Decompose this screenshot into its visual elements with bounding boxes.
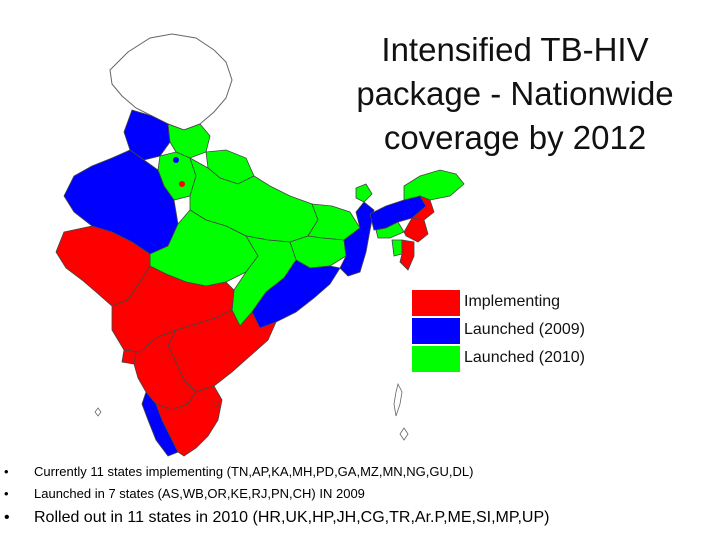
bullet-marker: •: [4, 464, 9, 479]
region-tripura: [391, 239, 403, 257]
bullet-item: • Currently 11 states implementing (TN,A…: [0, 462, 720, 484]
legend-swatch-green: [412, 346, 460, 372]
region-puducherry: [213, 401, 219, 407]
region-delhi: [179, 181, 185, 187]
legend-label: Implementing: [464, 293, 561, 310]
legend-swatch-red: [412, 290, 460, 316]
legend-item-launched-2009: Launched (2009): [412, 318, 662, 346]
region-chandigarh: [173, 157, 179, 163]
region-jammu-kashmir: [109, 33, 233, 131]
region-tamil-nadu: [155, 385, 223, 457]
bullet-text: Launched in 7 states (AS,WB,OR,KE,RJ,PN,…: [34, 486, 365, 501]
region-arunachal: [403, 169, 465, 201]
bullet-text: Rolled out in 11 states in 2010 (HR,UK,H…: [34, 509, 550, 526]
region-goa: [121, 349, 137, 365]
bullet-list: • Currently 11 states implementing (TN,A…: [0, 462, 720, 532]
region-andaman-islands: [393, 382, 403, 417]
legend-label: Launched (2010): [464, 349, 585, 366]
region-sikkim: [355, 183, 373, 203]
legend-label: Launched (2009): [464, 321, 585, 338]
bullet-item: • Launched in 7 states (AS,WB,OR,KE,RJ,P…: [0, 484, 720, 506]
region-lakshadweep: [94, 407, 102, 417]
region-odisha: [251, 259, 341, 329]
legend-item-launched-2010: Launched (2010): [412, 346, 662, 374]
region-mizoram: [399, 239, 415, 271]
bullet-text: Currently 11 states implementing (TN,AP,…: [34, 464, 474, 479]
bullet-item: • Rolled out in 11 states in 2010 (HR,UK…: [0, 506, 720, 532]
region-manipur: [403, 217, 429, 243]
map-legend: Implementing Launched (2009) Launched (2…: [412, 290, 662, 374]
region-west-bengal: [339, 201, 375, 277]
region-nicobar-islands: [399, 427, 409, 441]
legend-swatch-blue: [412, 318, 460, 344]
legend-item-implementing: Implementing: [412, 290, 662, 318]
bullet-marker: •: [4, 486, 9, 501]
slide-title: Intensified TB-HIV package - Nationwide …: [356, 31, 674, 156]
bullet-marker: •: [4, 509, 10, 526]
